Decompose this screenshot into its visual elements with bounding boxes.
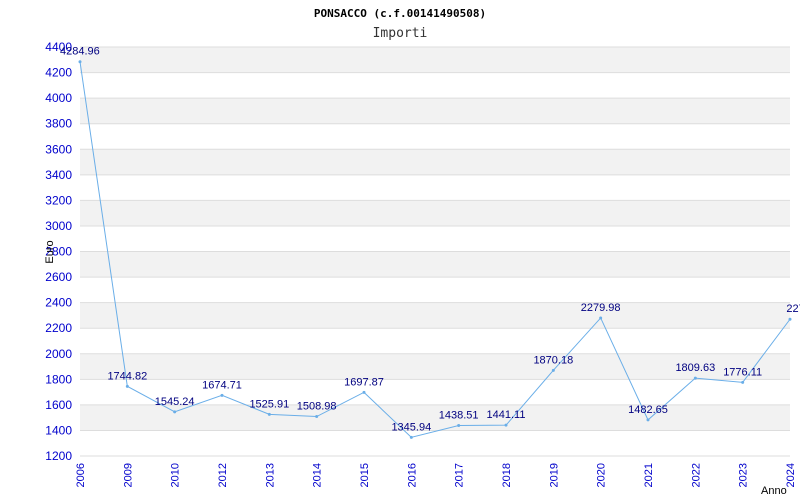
data-label: 1674.71 [202, 379, 242, 391]
x-tick-label: 2015 [359, 463, 371, 487]
y-tick-label: 3200 [45, 193, 72, 207]
data-point [599, 316, 603, 320]
data-label: 4284.96 [60, 46, 100, 58]
band [80, 149, 790, 175]
x-tick-label: 2006 [75, 463, 87, 487]
data-point [315, 415, 319, 419]
band [80, 251, 790, 278]
data-label: 2279.98 [581, 302, 621, 314]
series-line [78, 60, 792, 439]
data-point [220, 393, 224, 397]
data-point [125, 384, 129, 388]
data-label: 1776.11 [723, 366, 762, 378]
x-tick-label: 2017 [454, 463, 466, 487]
x-axis-label: Anno [761, 485, 787, 497]
band [80, 98, 790, 124]
y-tick-label: 2400 [45, 296, 72, 310]
x-axis-ticks: 2006 2009 2010 2012 2013 2014 2015 2016 2017 2018… [75, 463, 797, 487]
band [80, 353, 790, 380]
data-label: 1809.63 [675, 362, 715, 374]
band [80, 200, 790, 226]
data-label: 1870.18 [533, 354, 573, 366]
data-label: 1345.94 [391, 421, 431, 433]
data-label: 1482.65 [628, 404, 668, 416]
x-tick-label: 2020 [596, 463, 608, 487]
data-point [788, 317, 792, 321]
data-label: 1438.51 [439, 410, 479, 422]
data-labels: 4284.96 1744.82 1545.24 1674.71 1525.91 1508.… [60, 46, 800, 434]
data-point [551, 368, 555, 372]
x-tick-label: 2016 [406, 463, 418, 487]
y-tick-label: 3400 [45, 168, 72, 182]
data-point [409, 435, 413, 439]
data-point [362, 390, 366, 394]
x-tick-label: 2019 [548, 463, 560, 487]
x-tick-label: 2024 [785, 463, 797, 487]
data-point [741, 380, 745, 384]
x-tick-label: 2018 [501, 463, 513, 487]
band [80, 404, 790, 431]
chart-title: PONSACCO (c.f.00141490508) [314, 7, 486, 20]
y-axis-label: Euro [44, 240, 56, 263]
data-point [173, 410, 177, 414]
data-point [646, 418, 650, 422]
y-tick-label: 2200 [45, 321, 72, 335]
x-tick-label: 2022 [690, 463, 702, 487]
y-tick-label: 1200 [45, 449, 72, 463]
y-tick-label: 2600 [45, 270, 72, 284]
y-tick-label: 3800 [45, 117, 72, 131]
band [80, 47, 790, 73]
x-tick-label: 2013 [264, 463, 276, 487]
background-bands [80, 47, 790, 431]
y-tick-label: 2000 [45, 347, 72, 361]
data-label: 1545.24 [155, 396, 195, 408]
y-tick-label: 4200 [45, 66, 72, 80]
y-tick-label: 1400 [45, 423, 72, 437]
x-tick-label: 2012 [217, 463, 229, 487]
data-point [78, 60, 82, 64]
data-label: 1697.87 [344, 376, 384, 388]
data-label: 1525.91 [249, 398, 289, 410]
x-tick-label: 2014 [312, 463, 324, 487]
data-label: 1508.98 [297, 401, 337, 413]
chart-subtitle: Importi [373, 26, 428, 41]
x-tick-label: 2023 [738, 463, 750, 487]
y-tick-label: 1800 [45, 372, 72, 386]
y-tick-label: 2800 [45, 245, 72, 259]
y-tick-label: 1600 [45, 398, 72, 412]
x-tick-label: 2010 [170, 463, 182, 487]
data-point [693, 376, 697, 380]
x-tick-label: 2021 [643, 463, 655, 487]
data-point [457, 424, 461, 428]
y-axis-ticks: 1200 1400 1600 1800 2000 2200 2400 2600 2800 3000… [45, 40, 72, 463]
gridlines [80, 46, 790, 457]
y-tick-label: 4400 [45, 40, 72, 54]
band [80, 302, 790, 329]
data-label: 1441.11 [487, 409, 526, 421]
data-point [267, 412, 271, 416]
x-tick-label: 2009 [122, 463, 134, 487]
data-label: 2270.0 [786, 303, 800, 315]
data-label: 1744.82 [107, 370, 147, 382]
y-tick-label: 3600 [45, 142, 72, 156]
data-point [504, 423, 508, 427]
y-tick-label: 3000 [45, 219, 72, 233]
y-tick-label: 4000 [45, 91, 72, 105]
series-polyline [79, 61, 791, 438]
